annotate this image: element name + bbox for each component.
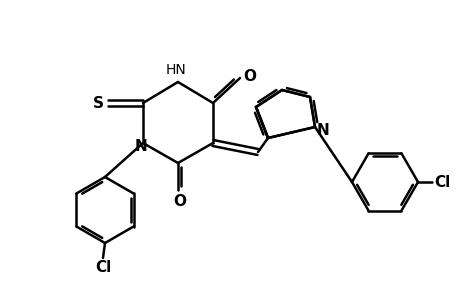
- Text: O: O: [243, 68, 256, 83]
- Text: O: O: [173, 194, 186, 209]
- Text: Cl: Cl: [95, 260, 111, 274]
- Text: HN: HN: [165, 63, 186, 77]
- Text: Cl: Cl: [433, 175, 449, 190]
- Text: N: N: [316, 122, 329, 137]
- Text: S: S: [92, 95, 103, 110]
- Text: N: N: [134, 139, 147, 154]
